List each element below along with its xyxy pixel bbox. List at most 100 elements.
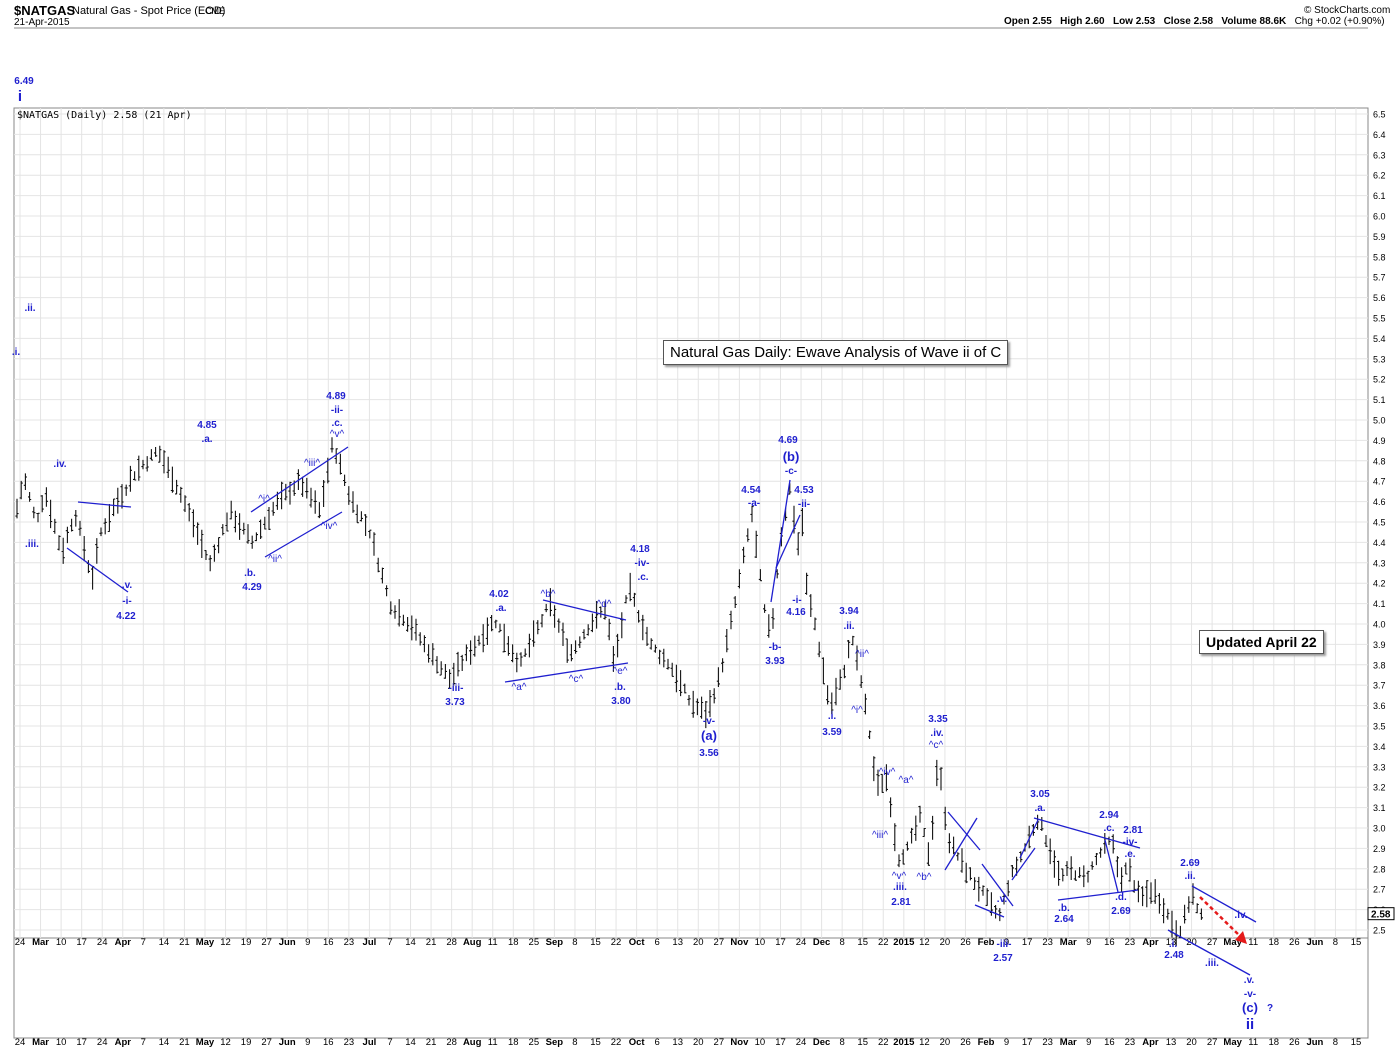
ohlc-bar [238,513,242,540]
time-tick-label: 7 [141,937,146,948]
wave-label: ^e^ [613,666,628,677]
wave-label: .a. [1034,803,1045,814]
time-tick-label: 6 [655,937,660,948]
time-tick-label: 20 [1186,1037,1197,1048]
projection-arrowhead [1235,931,1247,944]
wave-label: .ii. [24,303,35,314]
ohlc-bar [658,649,662,665]
ohlc-bar [532,620,536,647]
wave-label: -ii- [798,499,810,510]
wave-label: (a) [701,728,717,743]
wave-label: .d. [1115,892,1127,903]
ohlc-bar [460,654,464,671]
time-tick-label: Apr [115,1037,132,1048]
ohlc-bar [65,526,69,544]
ohlc-bar [641,614,645,641]
stockcharts-brand[interactable]: © StockCharts.com [1304,5,1391,16]
ohlc-bar [70,518,74,532]
time-tick-label: 17 [775,1037,786,1048]
time-tick-label: 11 [1248,937,1258,948]
ohlc-bar [901,849,905,865]
time-tick-label: 8 [1333,937,1338,948]
ohlc-bar [666,658,670,670]
wave-label: -iv- [635,558,650,569]
wave-label: .iv. [930,728,943,739]
time-tick-label: 21 [179,937,190,948]
time-tick-label: 13 [1166,937,1177,948]
ohlc-bar [863,693,867,715]
time-tick-label: 27 [1207,1037,1218,1048]
time-tick-label: Mar [1060,1037,1077,1048]
ohlc-bar [44,487,48,507]
wave-label: .c. [637,572,648,583]
ohlc-bar [880,773,884,793]
symbol-title: $NATGAS [14,3,76,18]
ohlc-bar [36,512,40,523]
wave-label: .iii. [893,882,907,893]
price-tick-label: 5.3 [1373,354,1386,364]
ohlc-bar [897,854,901,868]
time-tick-label: Mar [1060,937,1077,948]
chart-title-box: Natural Gas Daily: Ewave Analysis of Wav… [663,340,1009,365]
ohlc-bar [855,645,859,671]
time-tick-label: 20 [693,1037,704,1048]
lower-panel-frame [13,937,1369,1039]
wave-label: 3.05 [1030,789,1050,800]
wave-label: .b. [244,568,256,579]
ohlc-bar [254,532,258,542]
ohlc-bar [796,532,800,556]
ohlc-bar [540,614,544,628]
ohlc-bar [347,486,351,505]
wave-label: -ii- [331,405,343,416]
ohlc-bar [448,669,452,689]
ohlc-bar [187,503,191,522]
ohlc-bar [1057,860,1061,886]
wave-label: 3.35 [928,714,948,725]
price-tick-label: 2.5 [1373,926,1386,936]
ohlc-bar [485,617,489,645]
time-tick-label: 22 [878,1037,889,1048]
ohlc-bar [889,797,893,818]
ohlc-bar [116,487,120,514]
ohlc-bar [422,635,426,653]
time-tick-label: 26 [960,937,971,948]
wave-label: .b. [1058,903,1070,914]
ohlc-bar [737,569,741,589]
ohlc-bar [128,465,132,492]
ohlc-bar [1052,850,1056,878]
price-tick-label: 5.5 [1373,314,1386,324]
ohlc-bar [494,619,498,629]
ohlc-bar [851,635,855,646]
wave-label: ^iii^ [872,830,888,841]
time-tick-label: May [1223,937,1242,948]
ohlc-bar [884,764,888,792]
time-tick-label: 8 [1333,1037,1338,1048]
price-tick-label: 2.7 [1373,885,1386,895]
ohlc-bar [763,604,767,613]
time-tick-label: Sep [546,1037,564,1048]
time-tick-label: Sep [546,937,564,948]
time-tick-label: Oct [629,937,646,948]
time-tick-label: 20 [693,937,704,948]
ohlc-bar [326,457,330,484]
time-tick-label: 8 [572,1037,577,1048]
wave-label: 3.93 [765,656,785,667]
time-tick-label: 17 [76,937,87,948]
wave-label: 4.02 [489,589,509,600]
ohlc-bar [1044,835,1048,847]
wave-label: 2.69 [1111,906,1131,917]
projection-arrow [1199,896,1242,938]
time-tick-label: Aug [463,937,482,948]
wave-label: -iv- [1123,837,1138,848]
ohlc-bar [826,685,830,705]
wave-label: .i. [828,711,837,722]
ohlc-bar [1136,880,1140,903]
ohlc-bar [1061,868,1065,882]
ohlc-bar [452,662,456,686]
ohlc-bar [1078,867,1082,878]
wave-label: .a. [495,603,506,614]
wave-label: -v- [1244,989,1256,1000]
ohlc-bar [809,594,813,617]
time-tick-label: Apr [1142,1037,1159,1048]
